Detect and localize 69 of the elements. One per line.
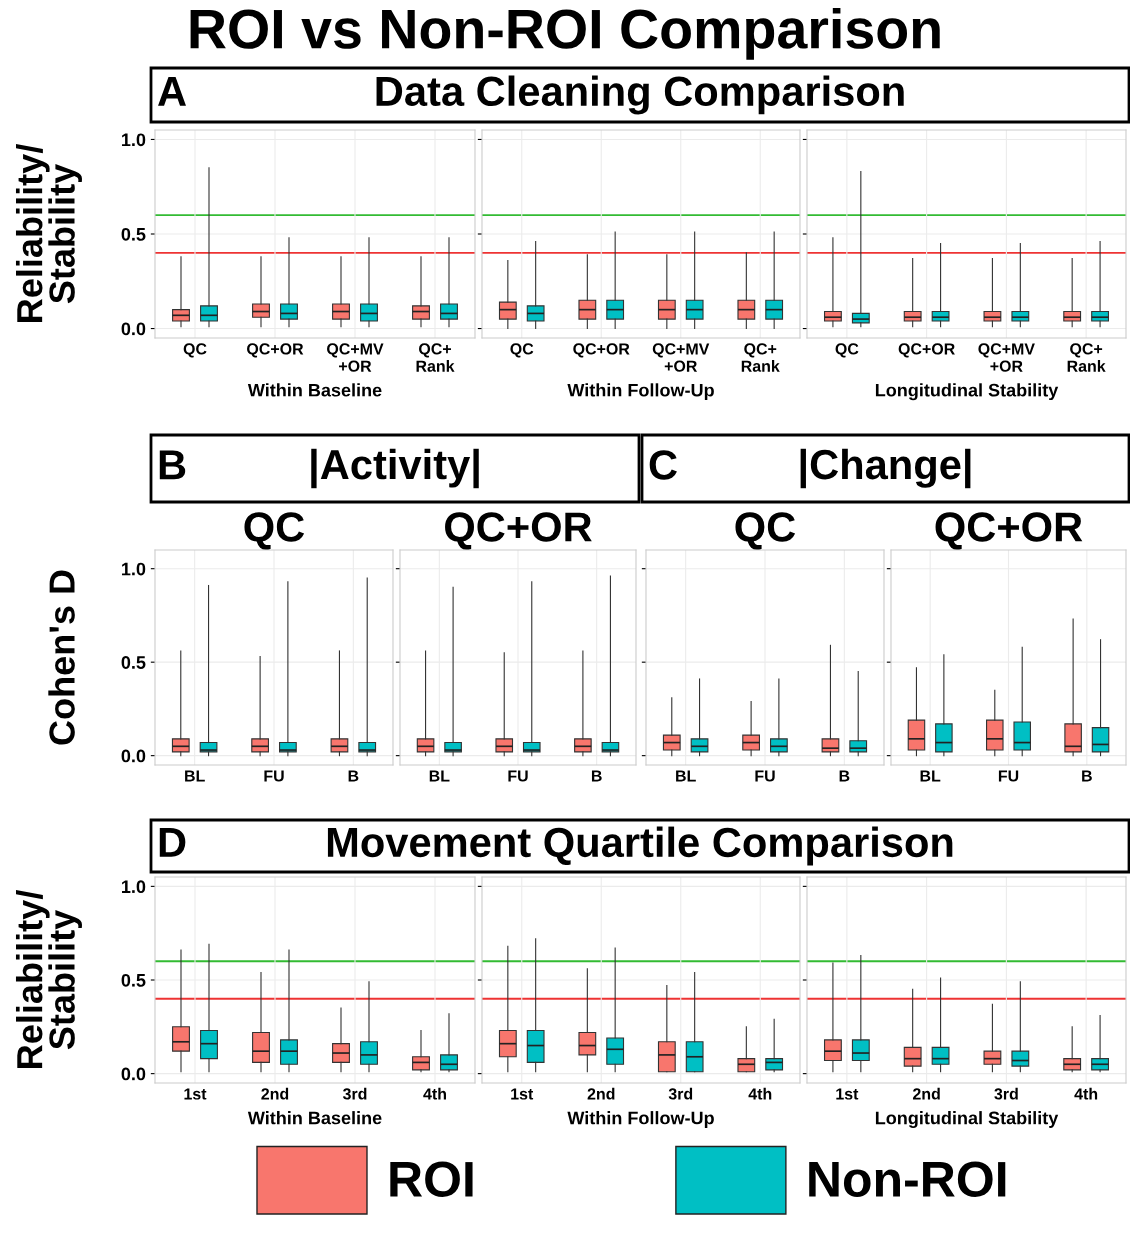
legend-label: ROI xyxy=(390,1161,473,1197)
x-tick-label: 2nd xyxy=(912,1087,940,1100)
text: Movement Quartile Comparison xyxy=(327,826,953,866)
x-tick-label: 4th xyxy=(748,1087,772,1100)
x-tick-label: QC+OR xyxy=(573,343,630,358)
x-tick-label: QC xyxy=(510,343,534,358)
x-tick-label: 4th xyxy=(423,1087,446,1100)
x-tick-label: B xyxy=(1082,770,1092,782)
legend-label: Non-ROI xyxy=(809,1161,1006,1197)
y-tick-label: 0.0 xyxy=(121,749,146,763)
y-tick-label: 0.5 xyxy=(121,973,146,987)
x-tick-label: FU xyxy=(755,770,775,782)
x-axis-title: Within Follow-Up xyxy=(567,1111,714,1128)
y-axis-title: Reliability/ Stability xyxy=(15,144,82,322)
x-axis-title: Within Baseline xyxy=(247,1111,382,1125)
x-tick-label: QC+ Rank xyxy=(416,343,455,372)
y-tick-label: 0.5 xyxy=(121,656,146,669)
chart-title: QC xyxy=(735,512,796,550)
x-tick-label: 3rd xyxy=(668,1087,693,1100)
x-tick-label: B xyxy=(839,770,850,782)
x-tick-label: FU xyxy=(508,770,528,782)
x-tick-label: 4th xyxy=(1074,1087,1098,1100)
chart-title: QC+OR xyxy=(445,512,592,550)
x-tick-label: 2nd xyxy=(587,1087,615,1100)
x-tick-label: BL xyxy=(185,770,205,782)
x-tick-label: 3rd xyxy=(994,1087,1018,1100)
x-tick-label: QC+ Rank xyxy=(1067,343,1106,372)
chart-title: ROI vs Non-ROI Comparison xyxy=(190,8,940,60)
y-tick-label: 0.5 xyxy=(121,227,146,241)
x-tick-label: FU xyxy=(998,770,1019,782)
x-tick-label: BL xyxy=(676,770,696,782)
text: B xyxy=(159,450,186,480)
x-axis-title: Within Follow-Up xyxy=(567,383,714,401)
x-tick-label: QC+MV +OR xyxy=(978,343,1035,372)
x-tick-label: QC+MV +OR xyxy=(652,343,710,372)
x-tick-label: B xyxy=(591,770,602,782)
text: D xyxy=(159,828,186,857)
chart-subtitle: |Change| xyxy=(800,448,971,489)
y-tick-label: 1.0 xyxy=(122,133,146,147)
x-tick-label: BL xyxy=(920,770,941,782)
x-tick-label: QC+OR xyxy=(247,343,304,358)
y-axis-title: Reliability/ Stability xyxy=(15,890,82,1068)
x-axis-title: Within Baseline xyxy=(247,383,382,397)
x-axis-title: Longitudinal Stability xyxy=(875,383,1059,401)
x-tick-label: 1st xyxy=(184,1088,207,1100)
x-tick-label: 1st xyxy=(511,1088,534,1100)
x-tick-label: BL xyxy=(429,770,450,782)
x-tick-label: FU xyxy=(264,770,284,782)
text: C xyxy=(649,450,677,480)
chart-subtitle: |Activity| xyxy=(311,448,479,489)
x-tick-label: QC+MV +OR xyxy=(327,343,384,372)
y-tick-label: 1.0 xyxy=(122,880,146,894)
y-tick-label: 0.0 xyxy=(121,1067,146,1081)
x-tick-label: QC xyxy=(183,343,207,358)
x-tick-label: 3rd xyxy=(342,1087,367,1100)
chart-title: QC xyxy=(244,512,305,550)
x-tick-label: QC xyxy=(835,343,859,358)
text: A xyxy=(158,77,186,106)
x-tick-label: B xyxy=(348,770,359,782)
text: Data Cleaning Comparison xyxy=(376,75,904,115)
x-tick-label: 2nd xyxy=(261,1087,289,1100)
x-tick-label: QC+OR xyxy=(898,343,955,358)
y-axis-title: Cohen's D xyxy=(48,570,75,745)
y-tick-label: 0.0 xyxy=(121,322,146,336)
chart-title: QC+OR xyxy=(935,512,1083,550)
x-tick-label: 1st xyxy=(836,1088,859,1100)
x-tick-label: QC+ Rank xyxy=(741,343,780,372)
y-tick-label: 1.0 xyxy=(122,562,146,576)
x-axis-title: Longitudinal Stability xyxy=(875,1111,1059,1128)
